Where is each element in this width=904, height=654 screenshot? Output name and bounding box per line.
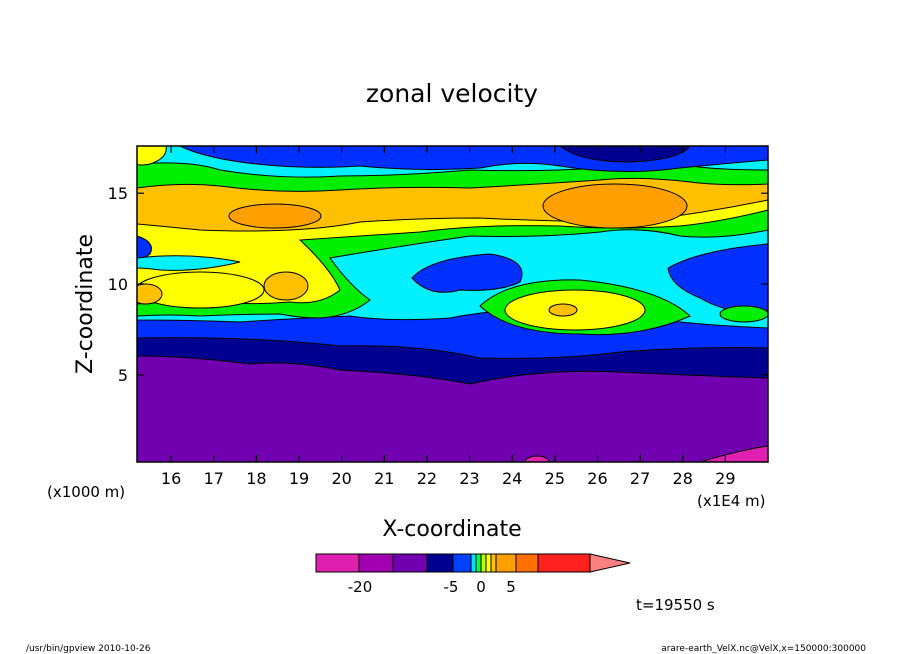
contour-blob-yellow-left — [137, 271, 265, 309]
contour-pocket-navy-top — [559, 146, 691, 163]
colorbar-cell — [495, 553, 517, 573]
x-tick-label: 28 — [673, 469, 693, 488]
contour-blob-orange-edge — [137, 283, 163, 305]
x-tick-label: 29 — [715, 469, 735, 488]
colorbar-cell — [358, 553, 394, 573]
contour-corner-yellow — [137, 146, 167, 166]
colorbar-labels: -20 -5 0 5 — [348, 578, 516, 596]
x-tick-label: 24 — [502, 469, 522, 488]
x-tick-label: 23 — [459, 469, 479, 488]
contour-core-orange-right — [548, 303, 578, 317]
x-axis-label: X-coordinate — [382, 517, 521, 542]
contour-blob-orange-mid — [263, 271, 309, 301]
colorbar — [315, 553, 631, 573]
colorbar-cell — [480, 553, 487, 573]
y-tick-label: 10 — [108, 275, 128, 294]
y-tick-label: 15 — [108, 184, 128, 203]
y-axis-label: Z-coordinate — [73, 234, 98, 374]
contour-spot-magenta — [524, 455, 550, 462]
x-tick-label: 21 — [374, 469, 394, 488]
x-tick-label: 18 — [246, 469, 266, 488]
footer-right: arare-earth_VelX.nc@VelX,x=150000:300000 — [661, 644, 866, 654]
colorbar-cell — [537, 553, 591, 573]
y-axis: 5 10 15 — [108, 184, 768, 385]
colorbar-arrow — [589, 553, 631, 573]
x-tick-label: 27 — [630, 469, 650, 488]
footer-left: /usr/bin/gpview 2010-10-26 — [26, 644, 151, 654]
colorbar-cell — [490, 553, 497, 573]
colorbar-label: -5 — [444, 578, 459, 596]
colorbar-label: 5 — [506, 578, 516, 596]
colorbar-cell — [392, 553, 428, 573]
contour-lobe-cyan-left — [137, 255, 241, 271]
x-tick-label: 26 — [587, 469, 607, 488]
plot-frame — [136, 145, 769, 463]
x-tick-label: 19 — [289, 469, 309, 488]
colorbar-cell — [426, 553, 454, 573]
x-units-label: (x1E4 m) — [697, 492, 766, 510]
contour-blob-orange-left — [228, 203, 322, 229]
contour-pocket-blue-mid — [411, 253, 523, 293]
x-tick-label: 17 — [204, 469, 224, 488]
colorbar-label: -20 — [348, 578, 373, 596]
contour-field — [137, 146, 768, 462]
colorbar-cell — [515, 553, 539, 573]
colorbar-cell — [315, 553, 360, 573]
colorbar-cell — [475, 553, 482, 573]
x-tick-label: 16 — [161, 469, 181, 488]
contour-spot-green-right — [719, 305, 768, 323]
x-tick-label: 25 — [545, 469, 565, 488]
y-units-label: (x1000 m) — [47, 483, 125, 501]
x-tick-label: 20 — [331, 469, 351, 488]
colorbar-cell — [485, 553, 492, 573]
x-tick-label: 22 — [417, 469, 437, 488]
chart-title: zonal velocity — [366, 79, 538, 108]
x-axis: 16 17 18 19 20 21 22 23 24 25 26 27 28 29 — [161, 146, 736, 488]
contour-blob-orange-right — [542, 183, 688, 229]
colorbar-cell — [452, 553, 472, 573]
colorbar-cell — [470, 553, 477, 573]
colorbar-label: 0 — [476, 578, 486, 596]
y-tick-label: 5 — [118, 366, 128, 385]
time-label: t=19550 s — [636, 596, 715, 614]
